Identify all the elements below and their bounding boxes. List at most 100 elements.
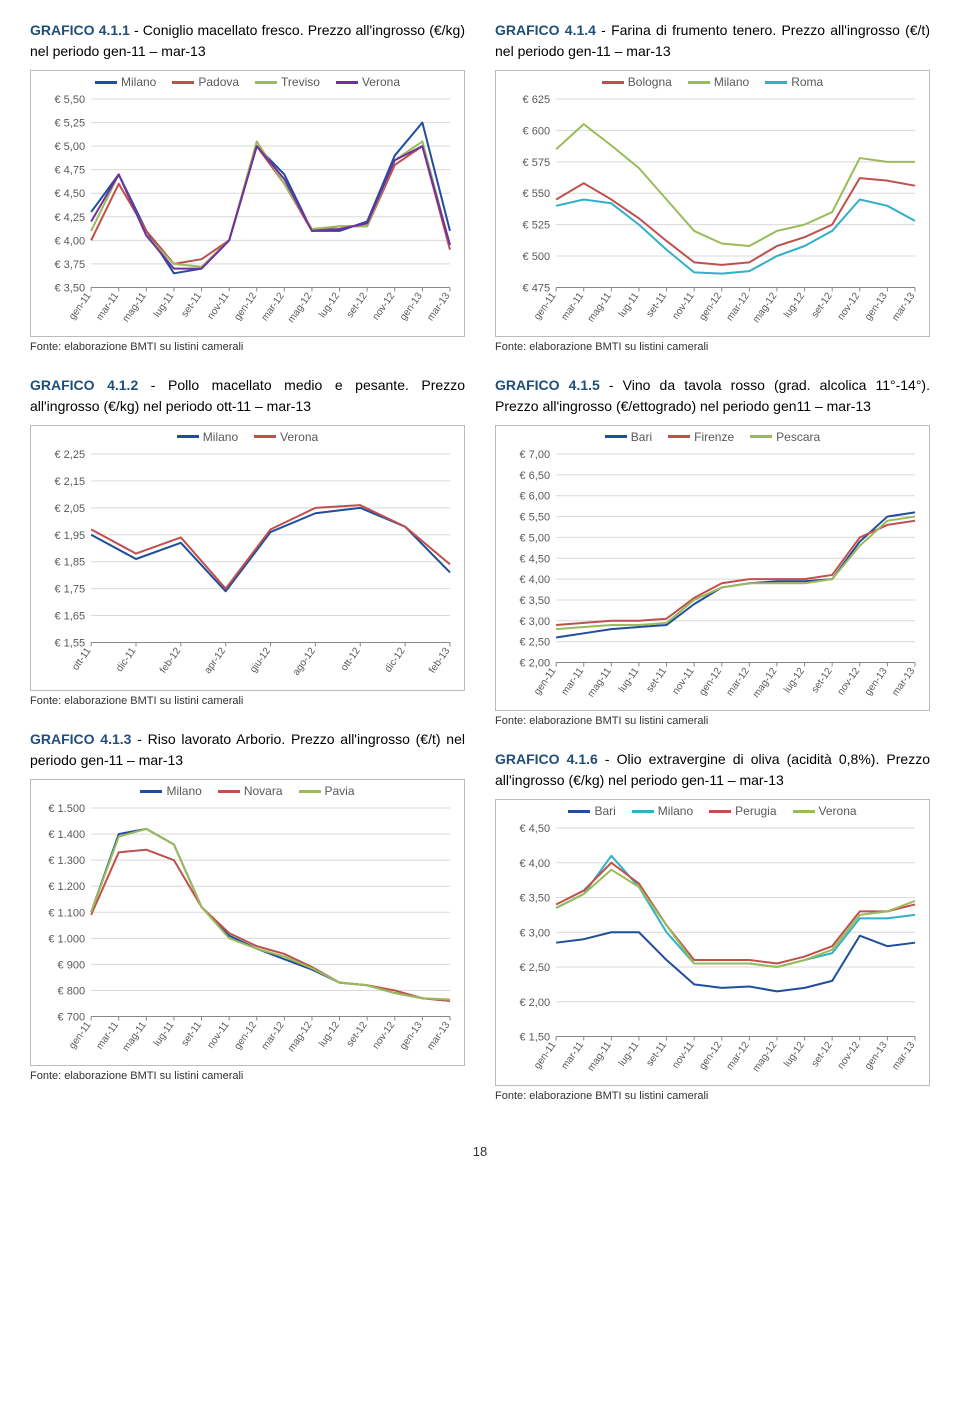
svg-text:dic-12: dic-12 [383, 645, 408, 674]
legend-label: Bologna [628, 75, 672, 89]
svg-text:gen-13: gen-13 [398, 1020, 425, 1052]
source-414: Fonte: elaborazione BMTI su listini came… [495, 341, 930, 353]
chart-svg: € 3,50€ 3,75€ 4,00€ 4,25€ 4,50€ 4,75€ 5,… [37, 93, 458, 334]
svg-text:€ 475: € 475 [523, 282, 551, 294]
svg-text:gen-13: gen-13 [863, 291, 890, 323]
label-415: GRAFICO 4.1.5 [495, 377, 600, 393]
legend-label: Roma [791, 75, 823, 89]
chart-413: MilanoNovaraPavia€ 700€ 800€ 900€ 1.000€… [30, 779, 465, 1066]
legend-swatch [299, 790, 321, 793]
svg-text:€ 550: € 550 [523, 188, 551, 200]
legend-label: Pescara [776, 430, 820, 444]
svg-text:€ 3,50: € 3,50 [54, 282, 85, 294]
svg-text:€ 2,50: € 2,50 [519, 636, 550, 648]
chart-legend: MilanoNovaraPavia [37, 784, 458, 798]
series-line [556, 863, 915, 964]
legend-item: Milano [688, 75, 749, 89]
svg-text:mag-12: mag-12 [751, 291, 780, 325]
svg-text:€ 3,00: € 3,00 [519, 615, 550, 627]
legend-label: Padova [198, 75, 239, 89]
svg-text:mar-13: mar-13 [890, 291, 917, 324]
svg-text:€ 5,50: € 5,50 [519, 511, 550, 523]
title-414: GRAFICO 4.1.4 - Farina di frumento tener… [495, 20, 930, 62]
svg-text:€ 1.000: € 1.000 [48, 933, 85, 945]
svg-text:€ 2,00: € 2,00 [519, 657, 550, 669]
chart-416: BariMilanoPerugiaVerona€ 1,50€ 2,00€ 2,5… [495, 799, 930, 1086]
svg-text:mar-11: mar-11 [94, 291, 121, 323]
svg-text:nov-12: nov-12 [836, 291, 863, 323]
legend-label: Treviso [281, 75, 320, 89]
svg-text:apr-12: apr-12 [203, 645, 229, 675]
legend-item: Padova [172, 75, 239, 89]
chart-legend: MilanoPadovaTrevisoVerona [37, 75, 458, 89]
svg-text:ott-12: ott-12 [339, 645, 363, 673]
svg-text:lug-11: lug-11 [152, 291, 177, 320]
series-line [556, 178, 915, 265]
legend-label: Verona [819, 804, 857, 818]
svg-text:set-11: set-11 [644, 665, 669, 694]
svg-text:€ 1,75: € 1,75 [54, 583, 85, 595]
legend-swatch [95, 81, 117, 84]
legend-swatch [668, 435, 690, 438]
svg-text:mar-12: mar-12 [725, 1040, 752, 1073]
svg-text:nov-11: nov-11 [670, 665, 696, 696]
series-line [91, 123, 450, 274]
source-415: Fonte: elaborazione BMTI su listini came… [495, 715, 930, 727]
title-411: GRAFICO 4.1.1 - Coniglio macellato fresc… [30, 20, 465, 62]
two-column-layout: GRAFICO 4.1.1 - Coniglio macellato fresc… [30, 20, 930, 1124]
series-line [556, 516, 915, 629]
svg-text:€ 4,00: € 4,00 [54, 235, 85, 247]
legend-swatch [688, 81, 710, 84]
svg-text:mag-12: mag-12 [286, 1020, 315, 1054]
legend-swatch [255, 81, 277, 84]
svg-text:feb-13: feb-13 [427, 645, 453, 675]
legend-label: Bari [631, 430, 652, 444]
svg-text:gen-13: gen-13 [863, 665, 890, 697]
svg-text:set-12: set-12 [810, 1040, 835, 1069]
svg-text:nov-11: nov-11 [205, 1020, 231, 1051]
legend-label: Verona [280, 430, 318, 444]
chart-412: MilanoVerona€ 1,55€ 1,65€ 1,75€ 1,85€ 1,… [30, 425, 465, 692]
svg-text:€ 1,50: € 1,50 [519, 1032, 550, 1044]
series-line [556, 512, 915, 637]
svg-text:mar-11: mar-11 [559, 665, 586, 697]
svg-text:nov-12: nov-12 [371, 1020, 398, 1052]
legend-swatch [605, 435, 627, 438]
svg-text:lug-11: lug-11 [152, 1020, 177, 1049]
svg-text:€ 1,85: € 1,85 [54, 556, 85, 568]
svg-text:€ 6,50: € 6,50 [519, 469, 550, 481]
block-413: GRAFICO 4.1.3 - Riso lavorato Arborio. P… [30, 729, 465, 1082]
block-416: GRAFICO 4.1.6 - Olio extravergine di oli… [495, 749, 930, 1102]
block-414: GRAFICO 4.1.4 - Farina di frumento tener… [495, 20, 930, 353]
series-line [556, 520, 915, 624]
series-line [91, 829, 450, 1001]
svg-text:mar-11: mar-11 [559, 1040, 586, 1072]
svg-text:ott-11: ott-11 [70, 645, 94, 672]
title-415: GRAFICO 4.1.5 - Vino da tavola rosso (gr… [495, 375, 930, 417]
svg-text:€ 3,50: € 3,50 [519, 595, 550, 607]
svg-text:set-11: set-11 [179, 1020, 204, 1049]
svg-text:mag-11: mag-11 [586, 291, 614, 325]
svg-text:mar-13: mar-13 [425, 1020, 452, 1053]
svg-text:€ 2,15: € 2,15 [54, 476, 85, 488]
svg-text:nov-11: nov-11 [670, 1040, 696, 1071]
svg-text:mar-13: mar-13 [890, 1040, 917, 1073]
svg-text:€ 5,50: € 5,50 [54, 94, 85, 106]
svg-text:gen-11: gen-11 [532, 1040, 559, 1072]
label-411: GRAFICO 4.1.1 [30, 22, 130, 38]
legend-swatch [140, 790, 162, 793]
legend-item: Novara [218, 784, 283, 798]
chart-svg: € 1,55€ 1,65€ 1,75€ 1,85€ 1,95€ 2,05€ 2,… [37, 448, 458, 689]
series-line [91, 505, 450, 588]
legend-label: Milano [166, 784, 201, 798]
left-column: GRAFICO 4.1.1 - Coniglio macellato fresc… [30, 20, 465, 1124]
label-412: GRAFICO 4.1.2 [30, 377, 138, 393]
legend-swatch [793, 810, 815, 813]
label-414: GRAFICO 4.1.4 [495, 22, 596, 38]
label-416: GRAFICO 4.1.6 [495, 751, 598, 767]
legend-label: Novara [244, 784, 283, 798]
svg-text:nov-12: nov-12 [371, 291, 398, 323]
svg-text:set-11: set-11 [644, 291, 669, 320]
svg-text:€ 4,50: € 4,50 [519, 553, 550, 565]
legend-swatch [254, 435, 276, 438]
